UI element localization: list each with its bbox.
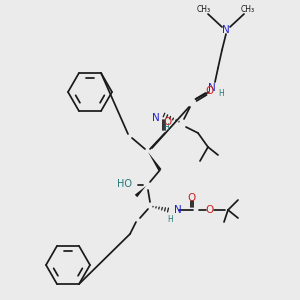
Text: O: O [206, 205, 214, 215]
Text: HO: HO [117, 179, 132, 189]
Text: H: H [163, 124, 169, 133]
Text: O: O [206, 86, 214, 96]
Text: N: N [208, 83, 216, 93]
Text: N: N [152, 113, 160, 123]
Text: N: N [222, 25, 230, 35]
Text: CH₃: CH₃ [241, 5, 255, 14]
Polygon shape [148, 152, 161, 171]
Text: CH₃: CH₃ [197, 5, 211, 14]
Text: N: N [174, 205, 182, 215]
Polygon shape [135, 186, 146, 197]
Text: H: H [218, 88, 224, 98]
Text: O: O [188, 193, 196, 203]
Text: O: O [163, 117, 171, 127]
Text: H: H [167, 214, 173, 224]
